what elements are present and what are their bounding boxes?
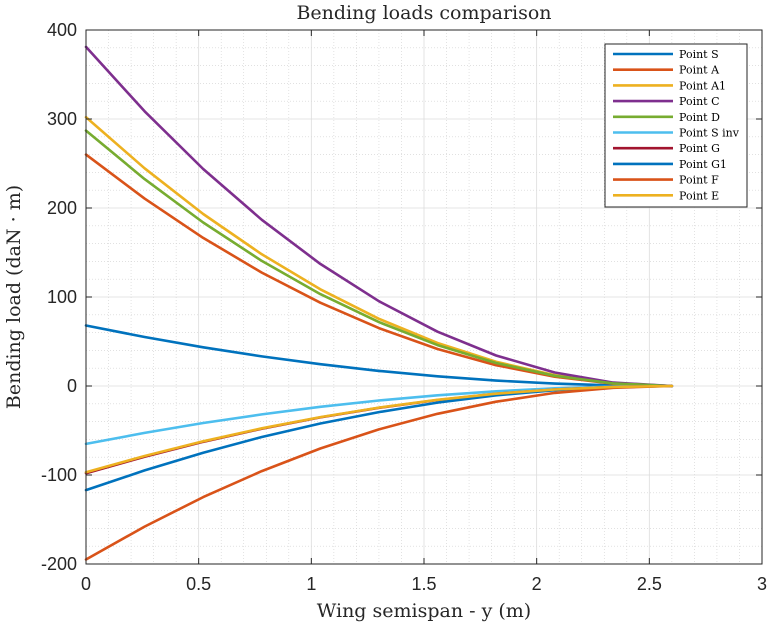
y-tick-label: 400 [47, 20, 77, 40]
y-tick-label: 300 [47, 109, 77, 129]
legend-label-9: Point F [679, 174, 719, 187]
legend-label-2: Point A [679, 64, 720, 77]
x-tick-label: 2 [532, 574, 542, 594]
series-line-10 [84, 384, 674, 474]
y-tick-label: -100 [41, 465, 77, 485]
x-tick-label: 3 [757, 574, 767, 594]
series-line-5 [84, 129, 674, 388]
y-tick-label: 200 [47, 198, 77, 218]
series-line-9 [84, 384, 674, 561]
legend-label-10: Point E [679, 189, 719, 202]
x-tick-label: 2.5 [637, 574, 662, 594]
x-axis-ticks: 0 0.5 1 1.5 2 2.5 3 [81, 30, 767, 594]
x-axis-label: Wing semispan - y (m) [317, 600, 531, 622]
legend-label-5: Point D [679, 111, 720, 124]
series-line-4 [84, 45, 674, 388]
y-tick-label: -200 [41, 554, 77, 574]
legend: Point S Point A Point A1 Point C Point D Poin… [604, 43, 748, 208]
y-tick-label: 0 [67, 376, 77, 396]
x-tick-label: 1 [306, 574, 316, 594]
legend-label-4: Point C [679, 95, 720, 108]
x-tick-label: 0 [81, 574, 91, 594]
y-tick-label: 100 [47, 287, 77, 307]
legend-label-8: Point G1 [679, 158, 727, 171]
series-line-1 [84, 324, 674, 388]
legend-label-3: Point A1 [679, 79, 726, 92]
y-axis-label: Bending load (daN · m) [3, 185, 25, 409]
series-layer [84, 45, 674, 561]
legend-label-1: Point S [679, 48, 719, 61]
x-tick-label: 1.5 [411, 574, 436, 594]
legend-label-7: Point G [679, 142, 720, 155]
legend-label-6: Point S inv [679, 127, 740, 140]
x-tick-label: 0.5 [186, 574, 211, 594]
chart-title: Bending loads comparison [296, 2, 551, 24]
y-axis-ticks: -200 -100 0 100 200 300 400 [41, 20, 762, 574]
